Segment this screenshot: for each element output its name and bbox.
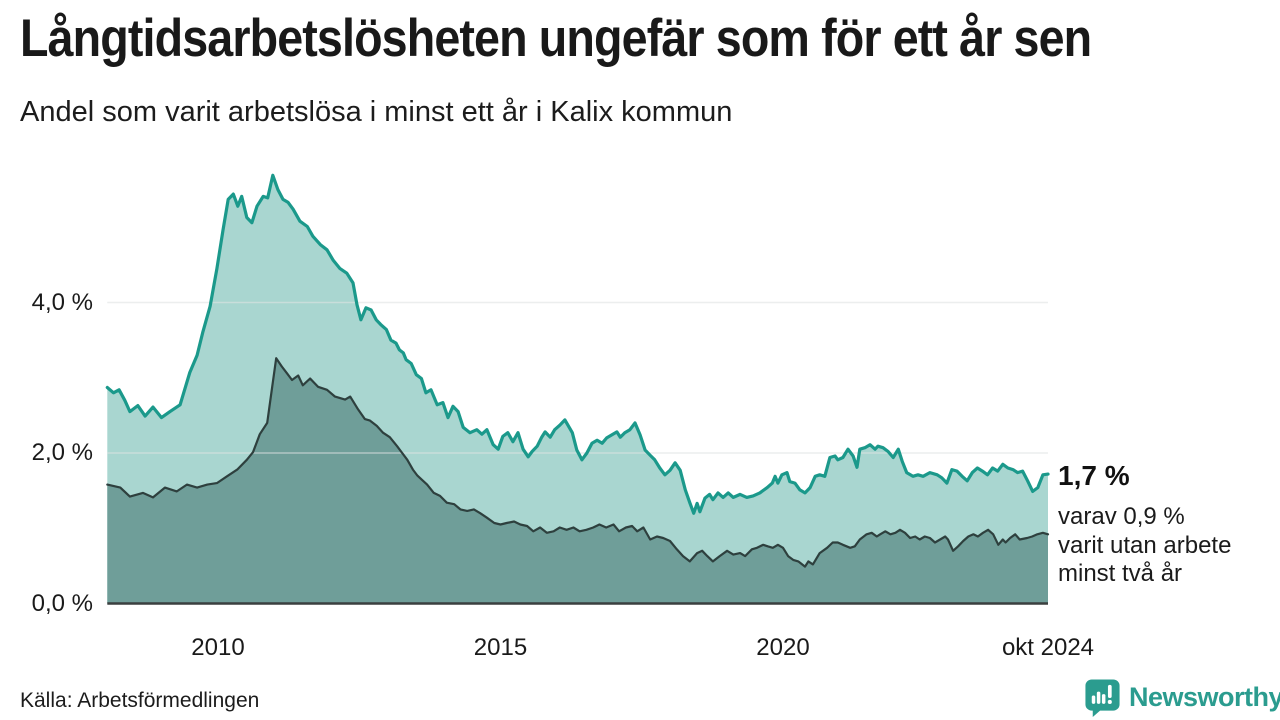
x-tick-label: okt 2024 (1001, 634, 1095, 661)
y-tick-label: 2,0 % (31, 439, 93, 466)
y-tick-label: 4,0 % (31, 288, 93, 316)
last-value-annotation: 1,7 % varav 0,9 % varit utan arbete minst … (1058, 460, 1273, 589)
last-value-detail: varav 0,9 % varit utan arbete minst två år (1058, 503, 1273, 589)
newsworthy-logo[interactable]: Newsworthy (1083, 677, 1280, 717)
x-tick-label: 2020 (756, 634, 810, 661)
line-two-years (106, 357, 1050, 568)
newsworthy-bubble-chart-icon (1083, 677, 1122, 717)
newsworthy-logo-text: Newsworthy (1129, 681, 1280, 712)
chart-subtitle: Andel som varit arbetslösa i minst ett å… (20, 96, 733, 128)
line-one-year (105, 173, 1050, 515)
y-axis-labels: 0,0 % 2,0 % 4,0 % (0, 0, 95, 720)
area-fill-two-years (107, 358, 1049, 604)
last-value-detail-line: varit utan arbete (1058, 531, 1232, 559)
page-title: Långtidsarbetslösheten ungefär som för e… (20, 9, 1092, 68)
last-value-label: 1,7 % (1058, 460, 1130, 491)
source-caption: Källa: Arbetsförmedlingen (20, 689, 260, 712)
x-tick-label: 2010 (191, 634, 245, 661)
last-value-detail-line: varav 0,9 % (1058, 503, 1185, 530)
last-value-detail-line: minst två år (1058, 560, 1183, 587)
x-tick-label: 2015 (473, 634, 528, 661)
y-tick-label: 0,0 % (31, 589, 93, 617)
